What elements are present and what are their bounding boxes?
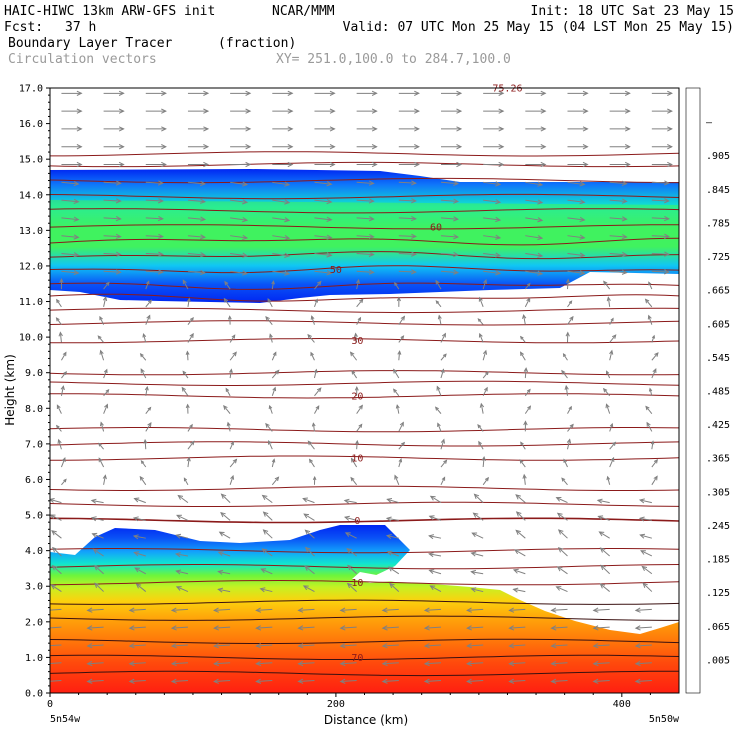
y-tick-label: 17.0 (19, 84, 43, 95)
contour-label: 50 (330, 265, 342, 276)
colorbar-label: .125 (706, 588, 730, 599)
header: HAIC-HIWC 13km ARW-GFS init NCAR/MMM Ini… (4, 4, 734, 67)
colorbar-label: .065 (706, 622, 730, 633)
field-unit: (fraction) (218, 36, 296, 51)
colorbar: .005 .065 .125 .185 .245 .305 .365 .425 .485 .545… (686, 88, 730, 693)
y-tick-label: 1.0 (25, 653, 43, 664)
field-name: Boundary Layer Tracer (8, 36, 173, 51)
colorbar-label: .785 (706, 218, 730, 229)
colorbar-label: .845 (706, 185, 730, 196)
y-tick-label: 6.0 (25, 475, 43, 486)
y-axis-title: Height (km) (3, 354, 17, 425)
y-tick-label: 0.0 (25, 689, 43, 700)
vector-label: Circulation vectors (8, 52, 157, 67)
x-right-location: 5n50w (649, 714, 680, 725)
x-axis: 0 200 400 (47, 693, 650, 710)
colorbar-label: .605 (706, 319, 730, 330)
colorbar-label: – (706, 118, 713, 129)
y-tick-label: 5.0 (25, 511, 43, 522)
xy-label: XY= 251.0,100.0 to 284.7,100.0 (276, 52, 511, 67)
valid-time: Valid: 07 UTC Mon 25 May 15 (04 LST Mon … (343, 20, 734, 35)
y-tick-label: 2.0 (25, 617, 43, 628)
y-tick-label: 9.0 (25, 368, 43, 379)
contour-label: 10 (351, 578, 363, 589)
x-left-location: 5n54w (50, 714, 81, 725)
y-tick-label: 11.0 (19, 297, 43, 308)
colorbar-label: .185 (706, 555, 730, 566)
y-tick-label: 7.0 (25, 439, 43, 450)
y-tick-label: 13.0 (19, 226, 43, 237)
plot-area (50, 88, 679, 693)
y-axis: 0.0 1.0 2.0 3.0 4.0 5.0 6.0 7.0 8.0 9.0 10.0 11.0 12… (19, 84, 50, 700)
x-tick-label: 0 (47, 699, 53, 710)
x-tick-label: 200 (327, 699, 345, 710)
org-title: NCAR/MMM (272, 4, 335, 19)
colorbar-label: .905 (706, 151, 730, 162)
y-tick-label: 8.0 (25, 404, 43, 415)
y-tick-label: 16.0 (19, 119, 43, 130)
y-tick-label: 14.0 (19, 190, 43, 201)
colorbar-label: .305 (706, 487, 730, 498)
contour-label: 10 (351, 454, 363, 465)
colorbar-label: .485 (706, 387, 730, 398)
fcst-label: Fcst: (4, 20, 43, 35)
colorbar-label: .245 (706, 521, 730, 532)
contour-label: 0 (354, 516, 360, 527)
y-tick-label: 12.0 (19, 261, 43, 272)
colorbar-label: .665 (706, 286, 730, 297)
colorbar-label: .005 (706, 655, 730, 666)
colorbar-label: .545 (706, 353, 730, 364)
contour-label: 30 (351, 336, 363, 347)
colorbar-label: .365 (706, 454, 730, 465)
x-axis-title: Distance (km) (324, 713, 408, 727)
model-title: HAIC-HIWC 13km ARW-GFS init (4, 4, 215, 19)
contour-label: 70 (351, 653, 363, 664)
contour-label: 75.26 (492, 84, 522, 95)
y-tick-label: 4.0 (25, 546, 43, 557)
fcst-value: 37 h (65, 20, 96, 35)
x-tick-label: 400 (613, 699, 631, 710)
y-tick-label: 3.0 (25, 582, 43, 593)
contour-label: 20 (351, 391, 363, 402)
y-tick-label: 10.0 (19, 333, 43, 344)
contour-label: 60 (430, 222, 442, 233)
colorbar-label: .725 (706, 252, 730, 263)
y-tick-label: 15.0 (19, 155, 43, 166)
colorbar-frame (686, 88, 700, 693)
colorbar-label: .425 (706, 420, 730, 431)
init-time: Init: 18 UTC Sat 23 May 15 (531, 4, 735, 19)
